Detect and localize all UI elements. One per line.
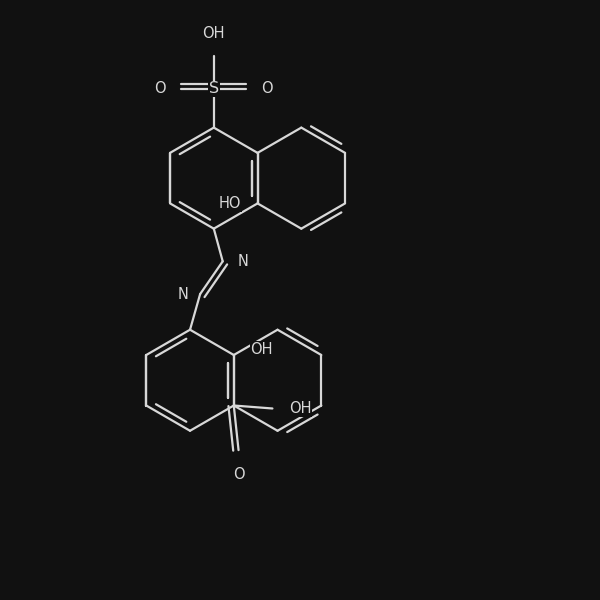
Text: O: O — [155, 82, 166, 97]
Text: S: S — [209, 82, 219, 97]
Text: N: N — [178, 287, 188, 302]
Text: O: O — [233, 467, 244, 482]
Text: OH: OH — [203, 26, 225, 41]
Text: O: O — [262, 82, 273, 97]
Text: N: N — [238, 254, 248, 269]
Text: OH: OH — [250, 341, 273, 356]
Text: OH: OH — [289, 401, 311, 416]
Text: HO: HO — [218, 196, 241, 211]
